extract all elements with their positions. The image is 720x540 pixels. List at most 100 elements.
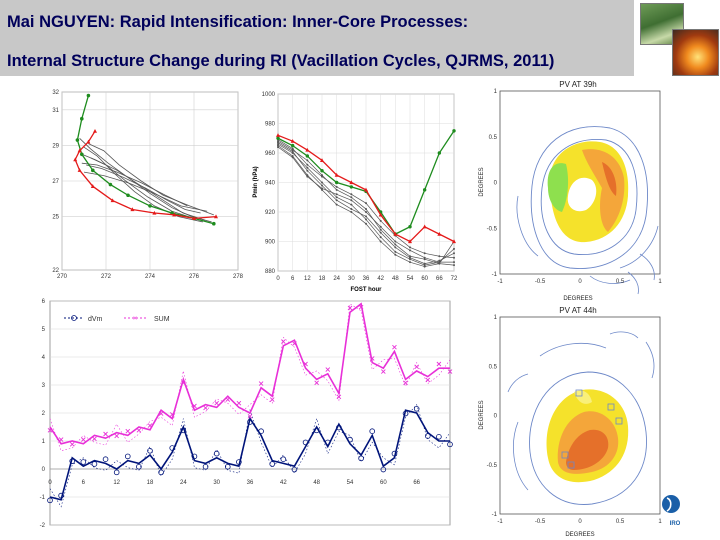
pmin-tick-x-0: 0 bbox=[276, 276, 280, 282]
pmin-point-gray6-1 bbox=[291, 156, 294, 159]
ts-point-dVm-31 bbox=[391, 450, 398, 457]
ts-point-dVm-13 bbox=[191, 453, 198, 460]
ts-point-SUM-29 bbox=[369, 356, 375, 361]
pmin-tick-x-7: 42 bbox=[377, 276, 384, 282]
tracks-tick-x-1: 272 bbox=[101, 274, 112, 278]
tracks-tick-y-4: 31 bbox=[52, 108, 59, 114]
pmin-point-red-7 bbox=[378, 212, 383, 217]
pv39-tick-y-0: -1 bbox=[492, 272, 498, 278]
ts-tick-x-6: 36 bbox=[247, 480, 254, 486]
ts-point-dVm-15 bbox=[213, 450, 220, 457]
ts-point-dVm-26 bbox=[336, 424, 342, 431]
tracks-point-red-4 bbox=[77, 168, 82, 172]
pv-44h-markers bbox=[561, 389, 623, 469]
tracks-series-gray2 bbox=[83, 146, 203, 223]
pv-39h-xlabel: DEGREES bbox=[563, 296, 592, 302]
pmin-point-gray4-9 bbox=[409, 246, 411, 249]
ts-point-dVm-23 bbox=[302, 439, 309, 446]
pmin-point-gray4-11 bbox=[438, 255, 441, 258]
tracks-point-red-0 bbox=[93, 128, 97, 133]
pmin-point-gray6-8 bbox=[394, 240, 397, 243]
ts-point-dVm-17 bbox=[236, 459, 242, 465]
ts-point-SUM-35 bbox=[436, 361, 442, 367]
ts-point-SUM-17 bbox=[236, 400, 242, 406]
ts-point-dVm-2 bbox=[69, 458, 76, 464]
ts-point-SUM-2 bbox=[69, 442, 75, 447]
pv-44h-marker-1 bbox=[575, 389, 583, 397]
pmin-point-green-12 bbox=[452, 129, 456, 133]
tracks-series-gray6 bbox=[83, 171, 208, 212]
pv-44h-marker-5 bbox=[567, 461, 575, 469]
pmin-point-gray1-3 bbox=[321, 174, 323, 177]
pmin-point-gray5-8 bbox=[394, 246, 397, 249]
ts-point-SUM-12 bbox=[181, 380, 186, 386]
pmin-point-gray5-11 bbox=[438, 259, 441, 262]
pmin-point-gray2-8 bbox=[394, 250, 397, 253]
pv-39h-green bbox=[547, 163, 569, 212]
tracks-tick-y-3: 29 bbox=[52, 143, 59, 149]
pv-39h-dark-orange bbox=[602, 162, 617, 196]
pmin-point-gray2-6 bbox=[365, 218, 367, 221]
pv44-tick-x-3: 0.5 bbox=[616, 519, 625, 525]
pv-39h-white-core bbox=[567, 177, 597, 212]
pmin-point-red-2 bbox=[305, 147, 310, 152]
legend-sum-marker: × bbox=[133, 316, 137, 323]
tracks-series-red bbox=[74, 130, 217, 220]
tracks-tick-y-0: 22 bbox=[52, 268, 59, 274]
pmin-point-gray2-5 bbox=[350, 203, 353, 206]
tracks-tick-x-4: 278 bbox=[233, 274, 243, 278]
pv-44h-ylabel: DEGREES bbox=[479, 400, 485, 429]
pmin-point-gray1-12 bbox=[453, 264, 455, 267]
tracks-point-red-7 bbox=[130, 207, 135, 212]
pmin-point-gray2-4 bbox=[335, 196, 338, 199]
pmin-point-gray1-10 bbox=[423, 258, 426, 261]
pmin-point-red-11 bbox=[437, 231, 442, 236]
tracks-point-red-6 bbox=[110, 198, 115, 203]
ts-tick-y-0: -2 bbox=[40, 523, 46, 529]
ts-point-dVm-24 bbox=[313, 427, 320, 434]
ts-point-SUM-20 bbox=[269, 397, 275, 402]
pmin-tick-x-11: 66 bbox=[436, 276, 443, 282]
pmin-tick-x-9: 54 bbox=[407, 276, 414, 282]
ts-point-SUM-16 bbox=[225, 397, 231, 402]
tracks-tick-x-2: 274 bbox=[145, 274, 156, 278]
pv-39h-contours bbox=[516, 126, 659, 295]
pmin-point-gray5-3 bbox=[321, 184, 323, 187]
ts-point-SUM-7 bbox=[125, 428, 131, 434]
ts-point-dVm-20 bbox=[269, 461, 276, 467]
pmin-point-gray4-3 bbox=[321, 175, 323, 178]
ts-tick-x-4: 24 bbox=[180, 480, 187, 486]
ts-point-SUM-27 bbox=[347, 305, 353, 311]
ts-point-SUM-15 bbox=[214, 400, 219, 406]
ts-point-SUM-0 bbox=[47, 428, 53, 433]
pmin-point-red-6 bbox=[364, 187, 368, 192]
ts-point-SUM-18 bbox=[247, 414, 253, 419]
pmin-point-red-4 bbox=[334, 172, 339, 177]
tracks-point-red-9 bbox=[172, 212, 177, 217]
pmin-point-gray3-0 bbox=[277, 144, 279, 147]
pv39-tick-y-1: -0.5 bbox=[487, 226, 498, 232]
ts-point-SUM-24 bbox=[314, 380, 319, 386]
ts-point-SUM-36 bbox=[447, 369, 453, 374]
pv44-tick-x-1: -0.5 bbox=[535, 519, 546, 525]
pmin-tick-y-2: 920 bbox=[265, 210, 276, 216]
pv-39h-contour-outer bbox=[530, 126, 648, 269]
pmin-point-gray3-1 bbox=[291, 154, 294, 157]
tracks-point-green-6 bbox=[126, 193, 130, 198]
ts-point-dVm-6 bbox=[113, 469, 120, 476]
pmin-tick-y-5: 980 bbox=[265, 122, 276, 128]
pmin-point-gray6-4 bbox=[335, 193, 338, 196]
ts-point-SUM-32 bbox=[403, 380, 408, 386]
tracks-point-green-10 bbox=[212, 221, 216, 226]
ts-point-dVm-34 bbox=[424, 433, 431, 439]
pv-39h-contour-arcs bbox=[516, 195, 659, 284]
pv-44h-xlabel: DEGREES bbox=[565, 532, 594, 538]
pmin-point-gray4-4 bbox=[335, 185, 338, 188]
pmin-tick-x-3: 18 bbox=[319, 276, 326, 282]
ts-point-dVm-25 bbox=[324, 439, 331, 446]
ts-tick-x-1: 6 bbox=[82, 480, 86, 486]
tracks-point-green-0 bbox=[86, 93, 91, 98]
pmin-point-gray3-10 bbox=[423, 265, 426, 268]
ts-point-SUM-3 bbox=[81, 437, 86, 442]
tracks-point-red-8 bbox=[152, 210, 157, 215]
